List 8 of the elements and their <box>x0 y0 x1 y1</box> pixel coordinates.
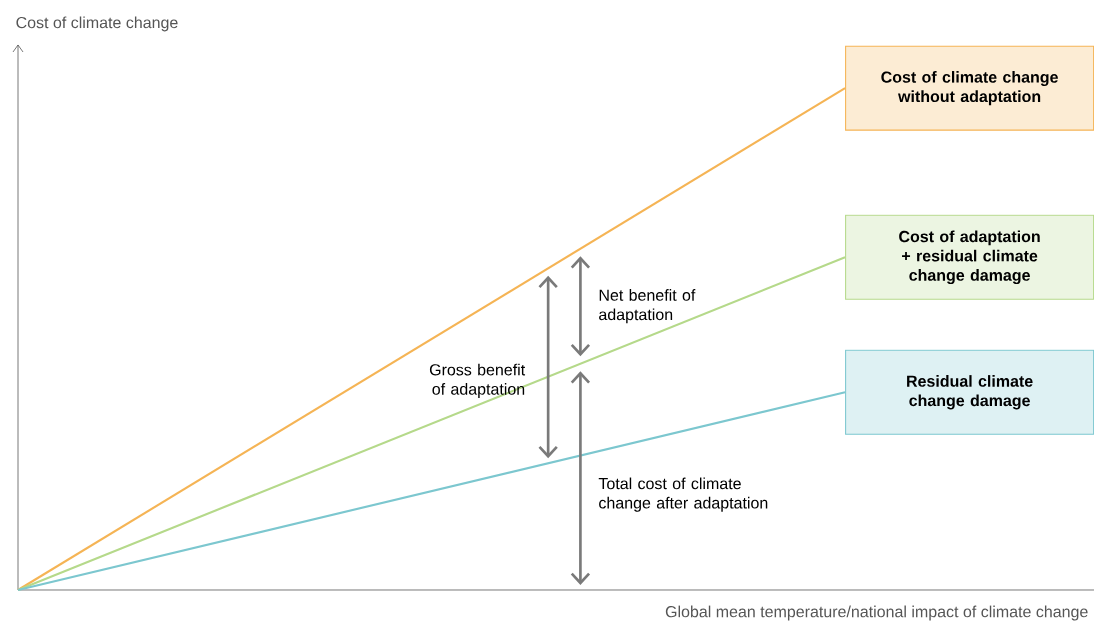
annotation: Gross benefit of adaptation <box>429 363 526 398</box>
x-axis-title: Global mean temperature/national impact of climate change <box>665 605 1088 621</box>
annotation: Net benefit of adaptation <box>599 289 696 324</box>
text: Residual climate change damage <box>907 375 1033 410</box>
annotation: Total cost of climate change after adaptation <box>598 477 768 512</box>
text: Cost of adaptation + residual climate change damage <box>899 230 1040 285</box>
y-axis-title: Cost of climate change <box>16 16 178 32</box>
text: Cost of climate change without adaptation <box>881 71 1058 106</box>
